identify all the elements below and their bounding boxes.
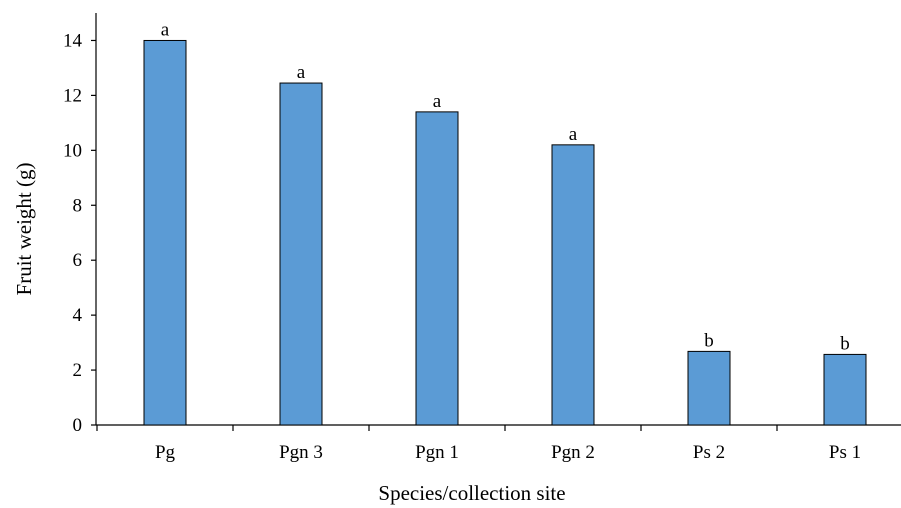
x-tick-label-pgn-2: Pgn 2 <box>551 442 595 463</box>
y-tick-label-2: 2 <box>73 360 83 381</box>
significance-label-pgn-1: a <box>433 91 442 112</box>
significance-label-pgn-2: a <box>569 124 578 145</box>
x-tick-label-ps-2: Ps 2 <box>693 442 725 463</box>
significance-label-ps-2: b <box>704 330 714 351</box>
x-tick-label-pg: Pg <box>155 442 176 463</box>
bar-ps-2 <box>687 350 731 426</box>
bar-ps-1 <box>823 353 867 426</box>
y-tick-label-6: 6 <box>73 250 83 271</box>
y-tick-label-12: 12 <box>63 85 82 106</box>
bar-pg <box>143 39 187 426</box>
x-tick-label-ps-1: Ps 1 <box>829 442 861 463</box>
significance-label-pg: a <box>161 19 170 40</box>
y-tick-label-8: 8 <box>73 195 83 216</box>
y-tick-label-10: 10 <box>63 140 82 161</box>
bar-pgn-3 <box>279 82 323 426</box>
y-tick-label-4: 4 <box>73 305 83 326</box>
plot-area: 0 2 4 6 8 10 12 14 a Pg a Pgn 3 a Pgn 1 a Pgn 2 b Ps 2 b Ps… <box>63 13 901 463</box>
y-tick-label-14: 14 <box>63 30 83 51</box>
x-tick-label-pgn-1: Pgn 1 <box>415 442 459 463</box>
significance-label-pgn-3: a <box>297 62 306 83</box>
x-tick-label-pgn-3: Pgn 3 <box>279 442 323 463</box>
bar-pgn-2 <box>551 144 595 426</box>
y-tick-label-0: 0 <box>73 415 83 436</box>
y-axis-title: Fruit weight (g) <box>12 163 36 296</box>
x-axis-title: Species/collection site <box>378 481 565 505</box>
significance-label-ps-1: b <box>840 333 850 354</box>
bar-pgn-1 <box>415 111 459 426</box>
